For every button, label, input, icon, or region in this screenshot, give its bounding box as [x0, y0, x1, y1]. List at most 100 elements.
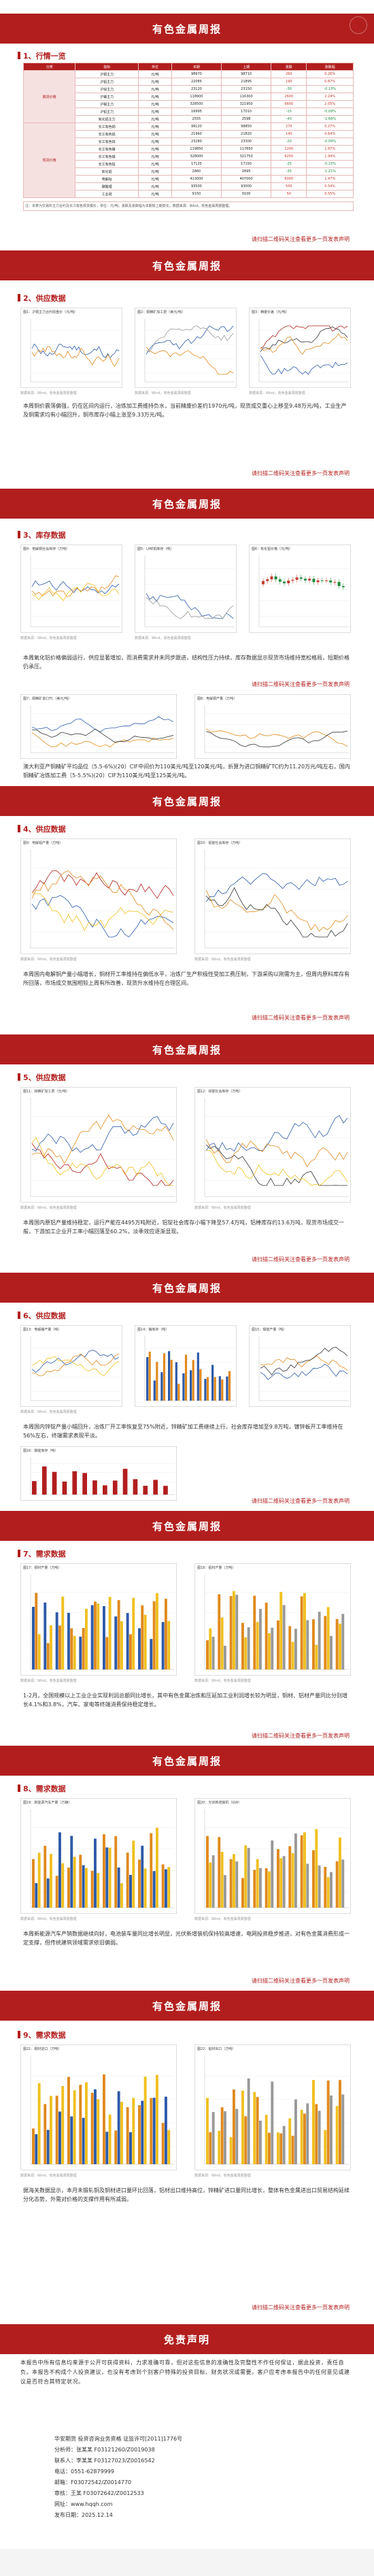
table-cell: 工业硅	[75, 190, 139, 198]
chart-panel: 图16：锡锭库存（吨）	[20, 1446, 177, 1501]
bar	[141, 1846, 144, 1908]
follow-link[interactable]: 请扫描二维码关注查看更多一页发表声明	[252, 681, 350, 687]
chart-panel: 图18：铝材产量（万吨）	[194, 1563, 351, 1676]
table-cell: 氧化铝	[75, 167, 139, 176]
table-cell: 2600	[271, 93, 307, 101]
candle-body	[283, 581, 286, 584]
bar	[192, 1360, 194, 1401]
bar	[129, 1874, 132, 1908]
table-cell: 17150	[220, 160, 272, 168]
section-title: 7、需求数据	[18, 1548, 66, 1559]
source-note: 数据来源：Wind，有色金属周报整理	[135, 636, 191, 640]
bar	[58, 1832, 61, 1908]
banner-title: 有色金属周报	[152, 2000, 222, 2012]
follow-link[interactable]: 请扫描二维码关注查看更多一页发表声明	[252, 1978, 350, 1984]
bar	[120, 1621, 123, 1669]
bar	[97, 2099, 100, 2164]
bar	[62, 1481, 67, 1495]
follow-link[interactable]: 请扫描二维码关注查看更多一页发表声明	[252, 2304, 350, 2311]
bar	[44, 2104, 47, 2164]
series-line	[31, 1137, 173, 1186]
series-line	[205, 1115, 348, 1152]
bar	[50, 1625, 52, 1669]
table-cell: 1.94%	[306, 152, 354, 161]
table-cell: -0.09%	[306, 137, 354, 146]
bar	[300, 1835, 303, 1908]
table-cell: 沪铅主力	[75, 108, 139, 116]
series-line	[260, 1346, 348, 1375]
table-cell: 99120	[171, 123, 222, 131]
bar	[324, 2130, 327, 2164]
bar	[103, 2074, 105, 2164]
follow-link[interactable]: 请扫描二维码关注查看更多一页发表声明	[252, 470, 350, 476]
series-line	[31, 1356, 120, 1376]
bar	[50, 1854, 52, 1908]
bar-chart	[204, 2055, 349, 2165]
bar	[70, 1836, 73, 1908]
chart-panel: 图22：铝材出口（万吨）	[194, 2044, 351, 2170]
bar	[341, 2094, 345, 2164]
bar	[184, 1354, 188, 1401]
table-cell: 407000	[220, 175, 272, 183]
bar	[82, 1628, 85, 1669]
bar	[282, 1856, 286, 1908]
table-cell: 长江有色铜	[75, 123, 139, 131]
table-cell: 元/吨	[138, 175, 172, 183]
follow-link[interactable]: 请扫描二维码关注查看更多一页发表声明	[252, 236, 350, 242]
follow-link[interactable]: 请扫描二维码关注查看更多一页发表声明	[252, 1498, 350, 1504]
chart-title: 图13：电解镍产量（吨）	[23, 1328, 62, 1332]
table-cell: 9100	[220, 190, 272, 198]
line-chart	[204, 1098, 349, 1197]
table-cell: 元/吨	[138, 70, 172, 78]
bar	[315, 1644, 318, 1669]
table-cell: 118900	[171, 93, 222, 101]
disclaimer-text: 本报告中所有信息均来源于公开可获得资料，力求准确可靠，但对这些信息的准确性及完整…	[20, 2360, 350, 2385]
table-cell: -1.21%	[306, 167, 354, 176]
section-title: 8、需求数据	[18, 1783, 66, 1794]
bar	[318, 1865, 321, 1908]
bar	[268, 1871, 271, 1908]
table-cell: -0.15%	[306, 160, 354, 168]
follow-link[interactable]: 请扫描二维码关注查看更多一页发表声明	[252, 1256, 350, 1262]
series-line	[31, 870, 174, 899]
table-cell: 1.87%	[306, 145, 354, 153]
bar	[318, 1612, 321, 1669]
chart-panel: 图6：氧化铝价格（元/吨）	[249, 544, 351, 633]
analyst-line: 联系人：李某某 F03127023/Z0016542	[54, 2458, 155, 2464]
follow-link[interactable]: 请扫描二维码关注查看更多一页发表声明	[252, 1015, 350, 1021]
bar	[35, 2134, 38, 2164]
bar	[44, 1602, 47, 1669]
chart-panel: 图3：精废价差（元/吨）	[249, 308, 351, 388]
disclaimer-title: 免责声明	[163, 2333, 210, 2346]
bar	[168, 1351, 171, 1401]
bar	[85, 1608, 88, 1669]
series-line	[260, 325, 348, 348]
bar	[70, 2116, 73, 2164]
table-row: 期货价格 沪铜主力 元/吨 98970 98710 260 0.26%	[22, 70, 354, 123]
bar	[160, 1372, 163, 1401]
table-cell: 93000	[220, 182, 272, 191]
candle-body	[295, 577, 299, 580]
candle-body	[341, 586, 345, 587]
series-line	[31, 892, 174, 932]
bar	[256, 1622, 259, 1669]
bar	[282, 2125, 286, 2164]
series-line	[31, 716, 174, 732]
bar	[241, 1623, 244, 1669]
bar	[271, 1840, 274, 1908]
table-cell: -25	[271, 160, 307, 168]
website-link[interactable]: 网址：www.hqqh.com	[54, 2501, 113, 2507]
line-chart	[30, 319, 120, 382]
follow-link[interactable]: 请扫描二维码关注查看更多一页发表声明	[252, 1733, 350, 1739]
candle-body	[308, 578, 311, 581]
series-line	[31, 1114, 174, 1164]
table-cell: 元/吨	[138, 190, 172, 198]
series-line	[205, 728, 348, 747]
analyst-line: 分析师：张某某 F03121260/Z0019038	[54, 2447, 155, 2453]
bar	[303, 1832, 306, 1908]
line-chart	[258, 319, 349, 382]
analysis-text: 1-2月，全国规模以上工业企业实现利润总额同比增长，其中有色金属冶炼和压延加工业…	[23, 1693, 348, 1708]
bar	[129, 2132, 132, 2164]
table-cell: 190	[271, 78, 307, 86]
chart-title: 图12：锌锭社会库存（万吨）	[197, 1090, 243, 1094]
